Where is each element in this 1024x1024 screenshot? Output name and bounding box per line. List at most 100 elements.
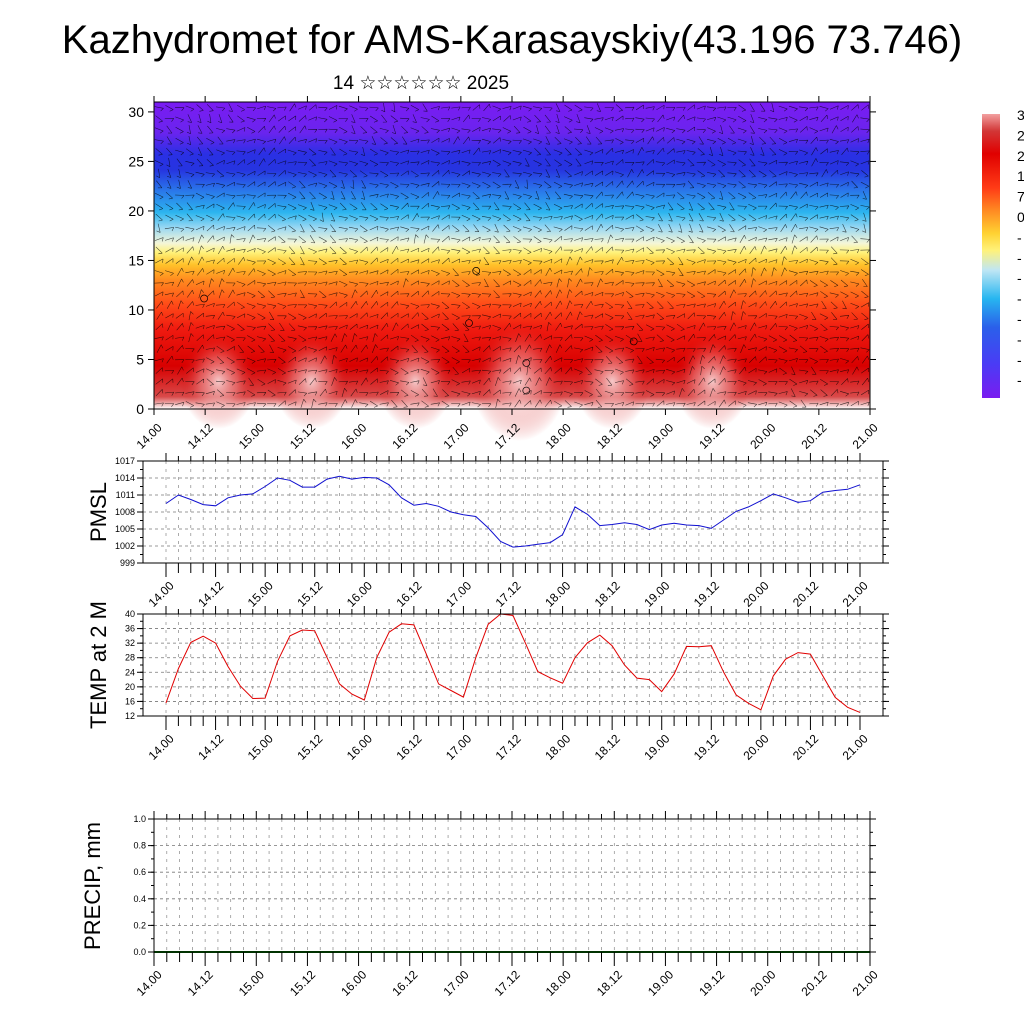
pmsl-xtick-label: 18.12 (592, 578, 623, 609)
cs-xtick-label: 17.00 (440, 420, 471, 451)
cs-heating-blob (180, 333, 257, 429)
calm-wind-circle (472, 267, 481, 275)
pmsl-xtick-label: 18.00 (542, 578, 573, 609)
cs-ytick-label: 5 (136, 351, 144, 367)
temp-xtick-label: 18.12 (592, 731, 623, 762)
temp-series-line (165, 613, 861, 713)
temp-xtick-label: 15.00 (245, 731, 276, 762)
pmsl-xtick-label: 14.12 (195, 578, 226, 609)
precip-ytick-label: 0.6 (133, 867, 146, 877)
pmsl-xtick-label: 16.12 (393, 578, 424, 609)
temp-xtick-label: 17.00 (443, 731, 474, 762)
colorbar-label: - (1017, 331, 1022, 347)
temp-xtick-label: 20.12 (790, 731, 821, 762)
pmsl-xtick-label: 15.12 (294, 578, 325, 609)
precip-xtick-label: 20.12 (798, 967, 829, 998)
colorbar-label: 3 (1017, 107, 1024, 123)
cs-xtick-label: 21.00 (850, 420, 881, 451)
cs-heating-blob (377, 333, 454, 429)
temp-ytick-label: 32 (125, 638, 135, 648)
temp-ytick-label: 36 (125, 624, 135, 634)
temp-ylabel: TEMP at 2 M (86, 601, 111, 729)
precip-panel: 1.0 0.8 0.6 0.4 0.2 0.0 14.00 14.12 15.00 15.12 16… (80, 811, 881, 999)
pmsl-ytick-label: 999 (120, 558, 135, 568)
pmsl-xtick-label: 19.12 (691, 578, 722, 609)
colorbar-label: - (1017, 229, 1022, 245)
colorbar-labels: 3 2 2 1 7 0 - - - - - - - - (1017, 107, 1024, 388)
pmsl-xtick-label: 20.12 (790, 578, 821, 609)
precip-xtick-label: 16.12 (389, 967, 420, 998)
temp-xtick-label: 14.12 (195, 731, 226, 762)
calm-wind-circle (522, 359, 531, 367)
temp-xtick-label: 20.00 (740, 731, 771, 762)
precip-xtick-label: 17.12 (492, 967, 523, 998)
temp-xtick-label: 19.00 (641, 731, 672, 762)
precip-ytick-label: 0.2 (133, 920, 146, 930)
pmsl-axes: 1017 1014 1011 1008 1005 1002 999 14.00 14.12 15.… (115, 453, 889, 610)
precip-ytick-label: 0.4 (133, 894, 146, 904)
chart-subtitle: 14 ☆☆☆☆☆☆ 2025 (332, 73, 510, 94)
pmsl-xtick-label: 16.00 (344, 578, 375, 609)
precip-xtick-label: 15.00 (236, 967, 267, 998)
cs-ytick-label: 20 (128, 203, 144, 219)
pmsl-ylabel: PMSL (86, 482, 111, 542)
temp-xtick-label: 21.00 (840, 731, 871, 762)
temp-panel: 40 36 32 28 24 20 16 12 14.00 14.12 15.00 15.12 16.0… (86, 601, 889, 763)
cs-ytick-label: 30 (128, 104, 144, 120)
cs-xtick-label: 15.00 (236, 420, 267, 451)
colorbar-label: 2 (1017, 148, 1024, 164)
wind-barbs (154, 102, 870, 408)
wind-barb-field (154, 102, 870, 408)
temp-ytick-label: 24 (125, 667, 135, 677)
chart-title: Kazhydromet for AMS-Karasayskiy(43.196 7… (61, 18, 963, 62)
temp-xtick-label: 15.12 (294, 731, 325, 762)
precip-xtick-label: 21.00 (850, 967, 881, 998)
cs-ytick-label: 15 (128, 252, 144, 268)
pmsl-ytick-label: 1017 (115, 456, 135, 466)
precip-ytick-label: 0.8 (133, 841, 146, 851)
pmsl-xtick-label: 15.00 (245, 578, 276, 609)
pmsl-grid (143, 461, 883, 563)
temp-ytick-label: 12 (125, 711, 135, 721)
cs-ytick-label: 25 (128, 153, 144, 169)
precip-xtick-label: 15.12 (287, 967, 318, 998)
temp-xtick-label: 16.00 (344, 731, 375, 762)
colorbar-label: - (1017, 372, 1022, 388)
colorbar-label: - (1017, 311, 1022, 327)
temp-grid (143, 614, 883, 716)
precip-xtick-label: 19.00 (645, 967, 676, 998)
pmsl-xtick-label: 17.12 (493, 578, 524, 609)
colorbar-label: - (1017, 250, 1022, 266)
cs-xtick-label: 20.12 (798, 420, 829, 451)
cs-xtick-label: 14.00 (134, 420, 165, 451)
temp-ytick-label: 40 (125, 609, 135, 619)
precip-ytick-label: 1.0 (133, 814, 146, 824)
cs-xtick-label: 19.00 (645, 420, 676, 451)
pmsl-xtick-label: 20.00 (740, 578, 771, 609)
precip-xtick-label: 14.12 (185, 967, 216, 998)
calm-wind-circle (465, 319, 473, 327)
pmsl-ytick-label: 1011 (116, 490, 135, 500)
precip-xtick-label: 19.12 (696, 967, 727, 998)
colorbar-label: 0 (1017, 209, 1024, 225)
precip-xtick-label: 18.12 (594, 967, 625, 998)
pmsl-ytick-label: 1014 (115, 473, 135, 483)
temp-ytick-label: 28 (125, 653, 135, 663)
colorbar-label: - (1017, 270, 1022, 286)
precip-xtick-label: 18.00 (543, 967, 574, 998)
cs-xtick-label: 20.00 (747, 420, 778, 451)
precip-xtick-label: 16.00 (338, 967, 369, 998)
pmsl-ytick-label: 1002 (115, 541, 135, 551)
precip-xtick-label: 14.00 (134, 967, 165, 998)
precip-xtick-label: 20.00 (747, 967, 778, 998)
calm-wind-circle (522, 386, 531, 395)
temp-xtick-label: 14.00 (146, 731, 177, 762)
precip-xtick-label: 17.00 (440, 967, 471, 998)
calm-wind-circle (200, 294, 208, 303)
cs-heating-blob (273, 333, 350, 429)
pmsl-ytick-label: 1008 (115, 507, 135, 517)
temp-ytick-label: 16 (125, 696, 135, 706)
calm-wind-circle (629, 337, 638, 346)
